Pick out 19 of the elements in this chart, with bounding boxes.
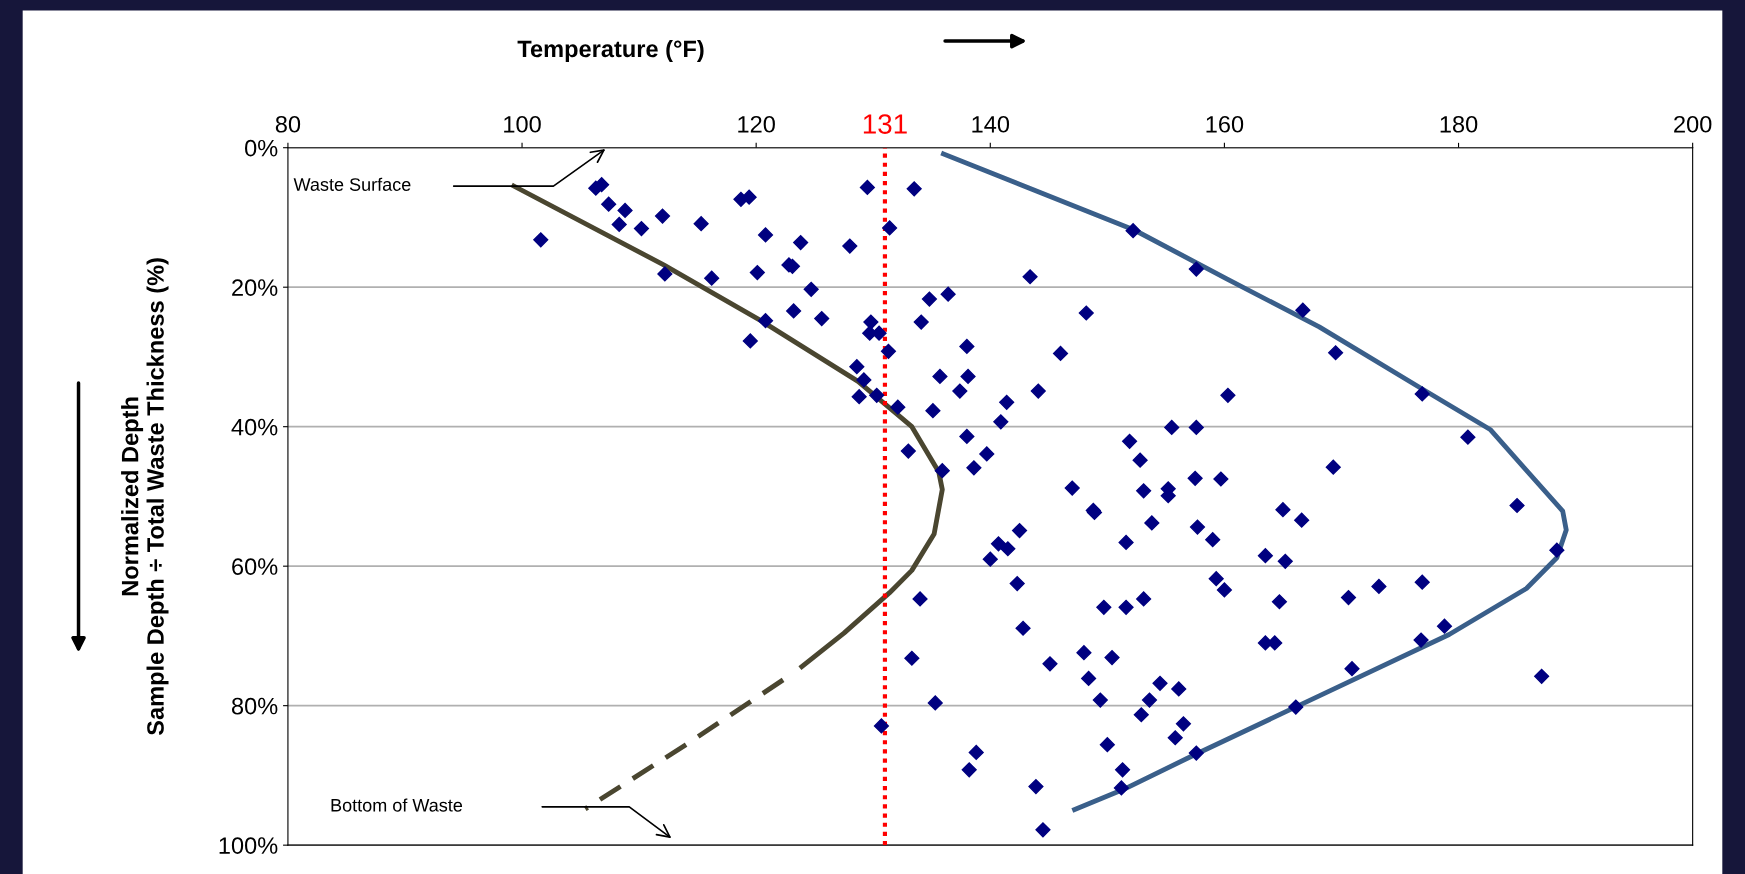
x-tick-label: 160 xyxy=(1206,115,1244,133)
y-tick-label: 60% xyxy=(232,558,278,575)
line-series xyxy=(941,151,1569,813)
x-tick-label: 80 xyxy=(275,115,301,133)
y-axis-title: Normalized Depth Sample Depth ÷ Total Waste Thickness (%) xyxy=(121,258,169,736)
x-tick-label: 200 xyxy=(1674,115,1712,133)
x-tick-label: 180 xyxy=(1440,115,1478,133)
y-tick-label: 100% xyxy=(219,837,278,854)
ref-line-label: 131 xyxy=(863,114,907,134)
y-tick-label: 20% xyxy=(232,279,278,296)
x-tick-label: 100 xyxy=(504,115,541,133)
y-tick-label: 80% xyxy=(231,697,278,715)
y-tick-label: 0% xyxy=(245,139,278,157)
y-tick-label: 40% xyxy=(231,418,278,436)
x-tick-label: 120 xyxy=(738,115,775,133)
annotation: Bottom of Waste xyxy=(331,798,463,812)
x-axis-title: Temperature (°F) xyxy=(517,39,704,62)
x-tick-label: 140 xyxy=(972,115,1010,133)
annotation: Waste Surface xyxy=(293,177,411,191)
